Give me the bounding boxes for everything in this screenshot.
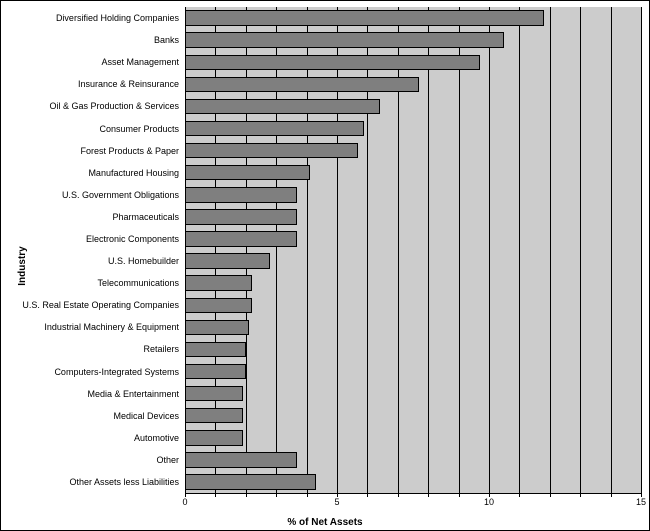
category-label: Automotive (15, 427, 183, 449)
x-tick-label: 5 (334, 497, 339, 507)
bar (185, 209, 297, 224)
x-tick-mark (459, 493, 460, 497)
bar (185, 452, 297, 467)
category-label: Consumer Products (15, 117, 183, 139)
category-label: Banks (15, 29, 183, 51)
grid-line (641, 7, 642, 493)
bar (185, 364, 246, 379)
bar-row (185, 294, 641, 316)
y-axis-line (185, 7, 186, 493)
x-tick-mark (398, 493, 399, 497)
bar-row (185, 272, 641, 294)
x-tick-mark (276, 493, 277, 497)
category-label: Forest Products & Paper (15, 140, 183, 162)
bar-row (185, 184, 641, 206)
category-label: Manufactured Housing (15, 162, 183, 184)
category-label: Asset Management (15, 51, 183, 73)
bar-row (185, 228, 641, 250)
bar-row (185, 427, 641, 449)
x-tick-label: 10 (484, 497, 494, 507)
category-label: Electronic Components (15, 228, 183, 250)
bar-row (185, 206, 641, 228)
x-axis-title: % of Net Assets (1, 517, 649, 528)
bars-container (185, 7, 641, 493)
category-label: U.S. Real Estate Operating Companies (15, 294, 183, 316)
bar-row (185, 405, 641, 427)
bar (185, 165, 310, 180)
bar-row (185, 383, 641, 405)
bar-row (185, 7, 641, 29)
bar (185, 32, 504, 47)
category-label: Diversified Holding Companies (15, 7, 183, 29)
x-tick-label: 0 (182, 497, 187, 507)
bar-row (185, 117, 641, 139)
category-label: U.S. Homebuilder (15, 250, 183, 272)
x-tick-mark (611, 493, 612, 497)
bar (185, 10, 544, 25)
category-labels: Diversified Holding CompaniesBanksAsset … (15, 7, 183, 493)
bar (185, 408, 243, 423)
x-tick-mark (428, 493, 429, 497)
bar-row (185, 29, 641, 51)
category-label: U.S. Government Obligations (15, 184, 183, 206)
bar (185, 253, 270, 268)
bar (185, 275, 252, 290)
bar (185, 298, 252, 313)
category-label: Other (15, 449, 183, 471)
category-label: Insurance & Reinsurance (15, 73, 183, 95)
bar (185, 430, 243, 445)
bar (185, 474, 316, 489)
bar (185, 55, 480, 70)
bar-row (185, 140, 641, 162)
bar-row (185, 338, 641, 360)
x-tick-mark (367, 493, 368, 497)
bar-row (185, 316, 641, 338)
x-tick-mark (215, 493, 216, 497)
bar-row (185, 73, 641, 95)
x-ticks: 051015 (185, 493, 641, 507)
bar (185, 77, 419, 92)
bar (185, 121, 364, 136)
category-label: Telecommunications (15, 272, 183, 294)
bar (185, 320, 249, 335)
bar-row (185, 449, 641, 471)
x-tick-label: 15 (636, 497, 646, 507)
bar (185, 231, 297, 246)
bar (185, 143, 358, 158)
category-label: Pharmaceuticals (15, 206, 183, 228)
x-tick-mark (307, 493, 308, 497)
bar-row (185, 250, 641, 272)
category-label: Retailers (15, 338, 183, 360)
bar-row (185, 471, 641, 493)
bar (185, 187, 297, 202)
bar (185, 99, 380, 114)
bar (185, 386, 243, 401)
category-label: Media & Entertainment (15, 383, 183, 405)
x-tick-mark (246, 493, 247, 497)
category-label: Medical Devices (15, 405, 183, 427)
bar (185, 342, 246, 357)
category-label: Oil & Gas Production & Services (15, 95, 183, 117)
category-label: Industrial Machinery & Equipment (15, 316, 183, 338)
x-tick-mark (550, 493, 551, 497)
x-tick-mark (519, 493, 520, 497)
category-label: Computers-Integrated Systems (15, 361, 183, 383)
bar-row (185, 361, 641, 383)
bar-row (185, 162, 641, 184)
plot-area: 051015 (185, 7, 641, 493)
bar-row (185, 51, 641, 73)
bar-row (185, 95, 641, 117)
category-label: Other Assets less Liabilities (15, 471, 183, 493)
industry-allocation-chart: Industry Diversified Holding CompaniesBa… (1, 1, 649, 530)
x-tick-mark (580, 493, 581, 497)
